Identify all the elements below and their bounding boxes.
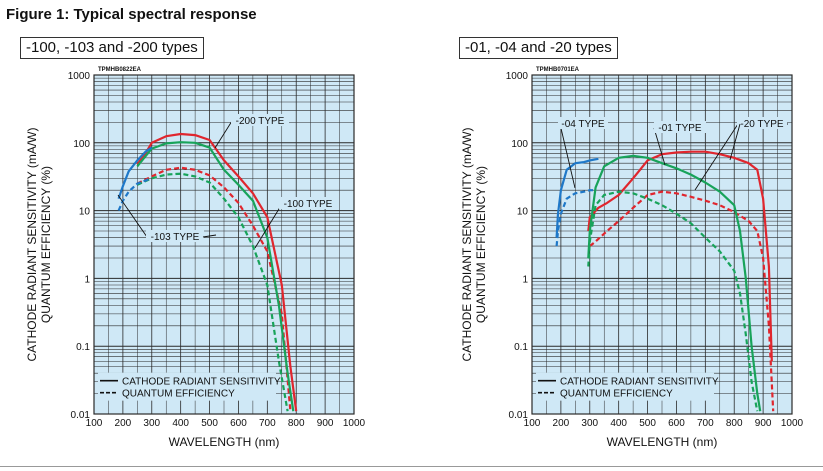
y-axis-label: CATHODE RADIANT SENSITIVITY (mA/W) — [25, 127, 39, 361]
x-tick-label: 800 — [726, 418, 743, 429]
annotation-leader — [202, 234, 217, 238]
annotation-leader — [653, 127, 666, 166]
y-axis-label: CATHODE RADIANT SENSITIVITY (mA/W) — [460, 127, 474, 361]
bottom-divider — [0, 466, 823, 467]
legend-label: QUANTUM EFFICIENCY — [122, 389, 235, 400]
series-line-red-dashed — [589, 190, 775, 412]
annotation-label: -200 TYPE — [236, 116, 285, 127]
series-line-red-solid — [136, 132, 298, 412]
series-line-blue-solid — [117, 146, 153, 200]
y-tick-label: 1000 — [68, 71, 91, 82]
panel-title-right: -01, -04 and -20 types — [459, 37, 618, 59]
x-axis-label: WAVELENGTH (nm) — [169, 435, 280, 449]
x-tick-label: 200 — [553, 418, 570, 429]
figure-code: TPMHB0822EA — [98, 67, 142, 73]
annotation-label: -04 TYPE — [561, 119, 604, 130]
series-line-green-dashed — [136, 172, 289, 412]
series-line-green-solid — [587, 154, 762, 412]
x-tick-label: 800 — [288, 418, 305, 429]
x-tick-label: 900 — [755, 418, 772, 429]
legend-label: QUANTUM EFFICIENCY — [560, 389, 673, 400]
annotation-label-bg — [737, 117, 787, 129]
x-axis-label: WAVELENGTH (nm) — [607, 435, 718, 449]
series-line-blue-dashed — [117, 178, 150, 212]
legend-label: CATHODE RADIANT SENSITIVITY — [122, 377, 281, 388]
y-tick-label: 1000 — [506, 71, 529, 82]
x-tick-label: 200 — [115, 418, 132, 429]
series-line-green-solid — [136, 141, 295, 412]
x-tick-label: 300 — [581, 418, 598, 429]
legend-box — [98, 372, 276, 401]
legend-box — [536, 372, 714, 401]
x-tick-label: 100 — [86, 418, 103, 429]
annotation-label-bg — [146, 230, 204, 242]
figure-code: TPMHB0701EA — [536, 67, 580, 73]
annotation-label: -103 TYPE — [151, 232, 200, 243]
panel-title-left: -100, -103 and -200 types — [20, 37, 204, 59]
series-line-green-dashed — [587, 190, 759, 412]
annotation-label-bg — [279, 197, 337, 209]
annotation-leader — [117, 194, 148, 238]
y-tick-label: 100 — [73, 139, 90, 150]
x-tick-label: 300 — [143, 418, 160, 429]
annotation-leader — [729, 123, 741, 161]
y-tick-label: 1 — [84, 274, 90, 285]
y-tick-label: 100 — [511, 139, 528, 150]
y-tick-label: 0.1 — [514, 342, 528, 353]
annotation-label-bg — [231, 114, 289, 126]
y-tick-label: 0.1 — [76, 342, 90, 353]
y-tick-label: 10 — [517, 207, 529, 218]
x-tick-label: 400 — [610, 418, 627, 429]
x-tick-label: 100 — [524, 418, 541, 429]
x-tick-label: 1000 — [781, 418, 804, 429]
x-tick-label: 900 — [317, 418, 334, 429]
y-axis-label-secondary: QUANTUM EFFICIENCY (%) — [39, 166, 53, 323]
x-tick-label: 1000 — [343, 418, 366, 429]
annotation-label: -100 TYPE — [284, 199, 333, 210]
x-tick-label: 700 — [259, 418, 276, 429]
series-line-blue-solid — [555, 157, 599, 238]
y-tick-label: 10 — [79, 207, 91, 218]
legend-label: CATHODE RADIANT SENSITIVITY — [560, 377, 719, 388]
x-tick-label: 500 — [201, 418, 218, 429]
x-tick-label: 500 — [639, 418, 656, 429]
figure-title: Figure 1: Typical spectral response — [6, 6, 257, 23]
y-tick-label: 0.01 — [71, 410, 91, 421]
annotation-label-bg — [654, 121, 706, 133]
annotation-leader — [694, 123, 739, 191]
annotation-label: -01 TYPE — [658, 123, 701, 134]
x-tick-label: 400 — [172, 418, 189, 429]
x-tick-label: 600 — [668, 418, 685, 429]
annotation-leader — [254, 203, 283, 249]
x-tick-label: 700 — [697, 418, 714, 429]
y-axis-label-secondary: QUANTUM EFFICIENCY (%) — [474, 166, 488, 323]
series-line-blue-dashed — [555, 189, 596, 247]
series-line-red-solid — [587, 150, 773, 362]
annotation-leader — [214, 120, 233, 149]
y-tick-label: 0.01 — [509, 410, 529, 421]
annotation-leader — [559, 123, 576, 189]
annotation-label-bg — [558, 117, 608, 129]
annotation-label: -20 TYPE — [740, 119, 783, 130]
x-tick-label: 600 — [230, 418, 247, 429]
y-tick-label: 1 — [522, 274, 528, 285]
